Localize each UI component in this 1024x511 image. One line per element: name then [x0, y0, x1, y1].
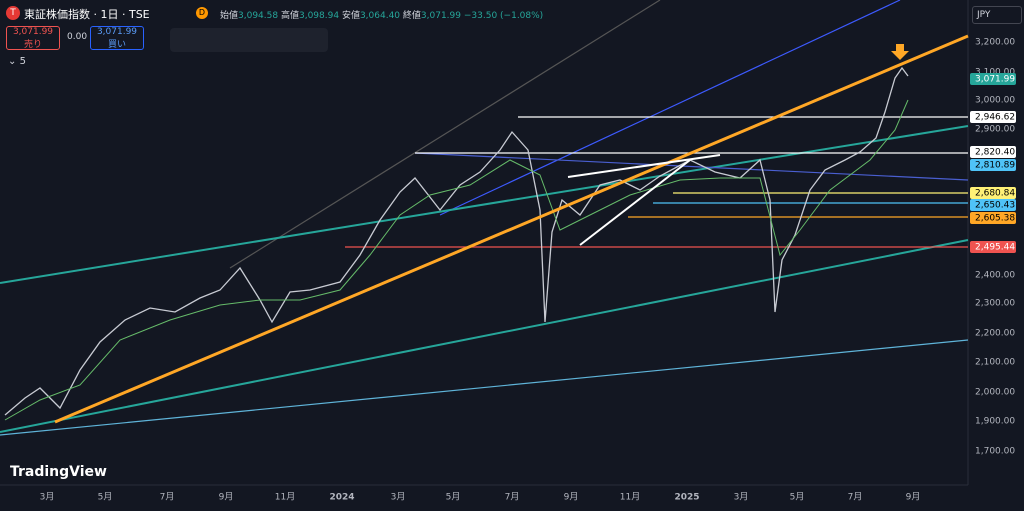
- price-label-bg: [970, 187, 1016, 199]
- trend-line: [0, 125, 969, 284]
- time-tick: 5月: [98, 492, 113, 503]
- time-tick: 7月: [505, 492, 520, 503]
- price-tick: 2,300.00: [975, 299, 1015, 309]
- label: 高値: [280, 11, 299, 21]
- drawing-toolbar[interactable]: [170, 28, 328, 52]
- time-tick: 7月: [160, 492, 175, 503]
- price-label-bg: [970, 146, 1016, 158]
- moving-average: [4, 99, 909, 421]
- price-label: 2,820.40: [975, 148, 1015, 158]
- trend-line: [0, 239, 969, 433]
- ohlc: 始値3,094.58 高値3,098.94 安値3,064.40 終値3,071…: [220, 8, 543, 21]
- trend-line: [229, 0, 661, 269]
- price-label: 2,946.62: [975, 113, 1015, 123]
- price-tick: 2,900.00: [975, 125, 1015, 135]
- price-label-bg: [970, 73, 1016, 85]
- spread: 0.00: [67, 32, 88, 42]
- price: 3,071.99: [96, 27, 138, 37]
- price-label-bg: [970, 111, 1016, 123]
- price-label: 2,680.84: [975, 189, 1015, 199]
- time-tick: 11月: [275, 492, 295, 503]
- logo: TradingView: [10, 464, 107, 480]
- time-tick: 3月: [734, 492, 749, 503]
- price-label: 2,605.38: [975, 214, 1015, 224]
- price-tick: 1,900.00: [975, 417, 1015, 427]
- logo-text: TradingView: [10, 464, 107, 480]
- buy-button[interactable]: 3,071.99 買い: [90, 26, 144, 50]
- time-tick: 2024: [329, 493, 354, 503]
- time-tick: 3月: [40, 492, 55, 503]
- price-label: 3,071.99: [975, 75, 1015, 85]
- label: 終値: [402, 11, 421, 21]
- time-tick: 7月: [848, 492, 863, 503]
- symbol[interactable]: 東証株価指数 · 1日 · TSE: [24, 8, 150, 21]
- trend-line: [0, 339, 969, 436]
- price-label-bg: [970, 199, 1016, 211]
- price-tick: 2,000.00: [975, 388, 1015, 398]
- price-label-bg: [970, 241, 1016, 253]
- drawings: [0, 0, 969, 436]
- value: 3,071.99: [420, 11, 461, 21]
- time-tick: 9月: [906, 492, 921, 503]
- label: 始値: [220, 11, 239, 21]
- price-tick: 3,100.00: [975, 68, 1015, 78]
- trend-line: [439, 0, 901, 216]
- price-tick: 3,200.00: [975, 38, 1015, 48]
- value: 3,064.40: [359, 11, 401, 21]
- price-tick: 2,400.00: [975, 271, 1015, 281]
- trend-line: [54, 34, 969, 424]
- price-label: 2,495.44: [975, 243, 1015, 253]
- time-tick: 11月: [620, 492, 640, 503]
- label: 売り: [23, 40, 42, 50]
- value: 3,098.94: [298, 11, 340, 21]
- price-tick: 3,000.00: [975, 96, 1015, 106]
- price-tick: 1,700.00: [975, 447, 1015, 457]
- badge: D: [196, 7, 208, 19]
- trend-line: [414, 152, 969, 181]
- price-label: 2,810.89: [975, 161, 1015, 171]
- price-label-bg: [970, 212, 1016, 224]
- currency[interactable]: JPY: [972, 6, 1022, 24]
- arrow-marker: [891, 44, 909, 60]
- time-tick: 2025: [674, 493, 699, 503]
- price-tick: 2,100.00: [975, 358, 1015, 368]
- symbol-icon: T: [6, 6, 20, 20]
- time-tick: 9月: [219, 492, 234, 503]
- trend-line: [579, 159, 691, 246]
- indicator-toggle[interactable]: ⌄ 5: [8, 56, 26, 67]
- count: 5: [19, 56, 26, 67]
- trend-line: [567, 154, 721, 178]
- price-tick: 2,200.00: [975, 329, 1015, 339]
- time-tick: 5月: [446, 492, 461, 503]
- price-line: [4, 66, 909, 416]
- time-tick: 3月: [391, 492, 406, 503]
- price-label-bg: [970, 159, 1016, 171]
- label: 買い: [107, 40, 126, 50]
- value: 3,094.58: [238, 11, 279, 21]
- time-tick: 9月: [564, 492, 579, 503]
- change: −33.50 (−1.08%): [463, 11, 544, 21]
- price-label: 2,650.43: [975, 201, 1015, 211]
- label: 安値: [341, 11, 360, 21]
- price: 3,071.99: [12, 27, 54, 37]
- time-tick: 5月: [790, 492, 805, 503]
- sell-button[interactable]: 3,071.99 売り: [6, 26, 60, 50]
